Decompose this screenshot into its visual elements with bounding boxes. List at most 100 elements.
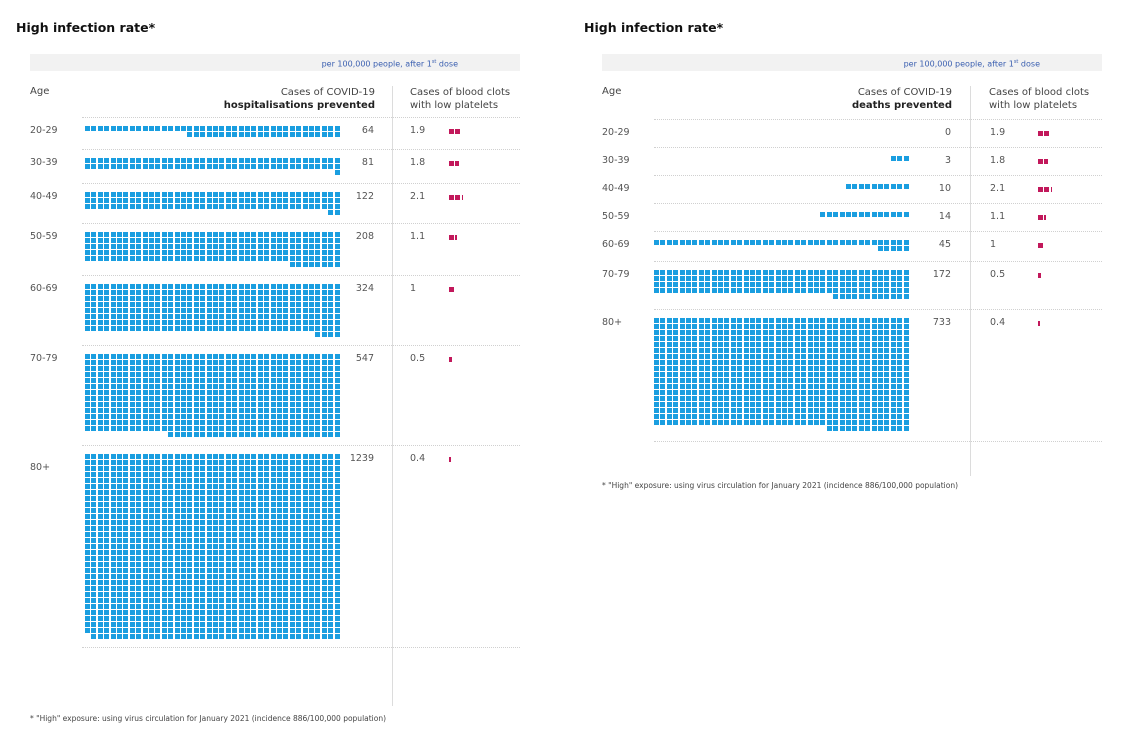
unit-square [110,384,116,389]
unit-square [897,246,903,251]
unit-square [161,562,167,567]
unit-square [238,604,244,609]
unit-square [206,478,212,483]
unit-square [136,408,142,413]
unit-square [737,342,743,347]
unit-square [149,568,154,573]
unit-square [251,308,257,313]
unit-square [193,396,199,401]
unit-square [168,126,174,131]
column-header-age: Age [30,86,50,97]
column-header-prevented-line2: deaths prevented [851,100,952,111]
unit-square [174,514,180,519]
unit-square [174,538,180,543]
unit-square [206,198,212,203]
unit-square [142,244,148,249]
unit-square [718,348,723,353]
unit-square [200,408,206,413]
unit-square [232,308,238,313]
unit-square [334,556,340,561]
unit-square [187,454,193,459]
unit-square [328,610,334,615]
unit-square [85,308,90,313]
unit-square [788,336,794,341]
unit-square [251,192,257,197]
unit-square [334,532,340,537]
unit-square [91,158,97,163]
unit-square [181,580,186,585]
unit-square [277,290,282,295]
unit-square [289,496,295,501]
unit-square [117,158,122,163]
unit-square [206,204,212,209]
unit-square [769,282,775,287]
unit-square [309,302,314,307]
unit-square [110,466,116,471]
unit-square [334,210,340,215]
unit-square [711,378,717,383]
unit-square [334,244,340,249]
unit-square [807,336,813,341]
unit-square [897,354,903,359]
unit-square [85,372,90,377]
unit-square [750,270,755,275]
unit-square [225,622,231,627]
unit-square [225,526,231,531]
unit-square [270,390,276,395]
unit-square [193,390,199,395]
unit-square [660,282,666,287]
unit-square [245,384,250,389]
unit-square [123,496,129,501]
unit-square [826,420,832,425]
unit-square [283,132,289,137]
unit-square [321,574,327,579]
unit-square [711,330,717,335]
unit-square [129,366,135,371]
unit-square [110,420,116,425]
unit-square [309,496,314,501]
unit-square [91,484,97,489]
unit-square [200,556,206,561]
unit-square [283,204,289,209]
unit-square [296,296,302,301]
unit-square [283,538,289,543]
unit-square [315,502,321,507]
unit-square [251,290,257,295]
unit-square [801,342,807,347]
unit-square [264,466,270,471]
unit-square [174,610,180,615]
unit-square [168,360,174,365]
unit-square [865,240,871,245]
unit-square [833,288,839,293]
unit-square [302,616,308,621]
unit-square [666,414,672,419]
unit-square [161,366,167,371]
unit-square [270,302,276,307]
unit-square [110,426,116,431]
unit-square [846,396,851,401]
unit-square [705,396,711,401]
unit-square [852,288,858,293]
unit-square [309,132,314,137]
unit-square [897,426,903,431]
unit-square [257,390,263,395]
unit-square [206,378,212,383]
unit-square [219,232,225,237]
unit-square [270,408,276,413]
unit-square [213,126,218,131]
unit-square [302,402,308,407]
unit-square [225,192,231,197]
unit-square [334,290,340,295]
unit-square [264,562,270,567]
unit-square [283,526,289,531]
unit-square [155,284,161,289]
unit-square [129,496,135,501]
unit-square [737,366,743,371]
unit-square [193,238,199,243]
unit-square [833,378,839,383]
clot-square [1038,321,1040,326]
unit-square [756,390,762,395]
unit-square [839,324,845,329]
unit-square [858,342,864,347]
unit-square [878,408,883,413]
